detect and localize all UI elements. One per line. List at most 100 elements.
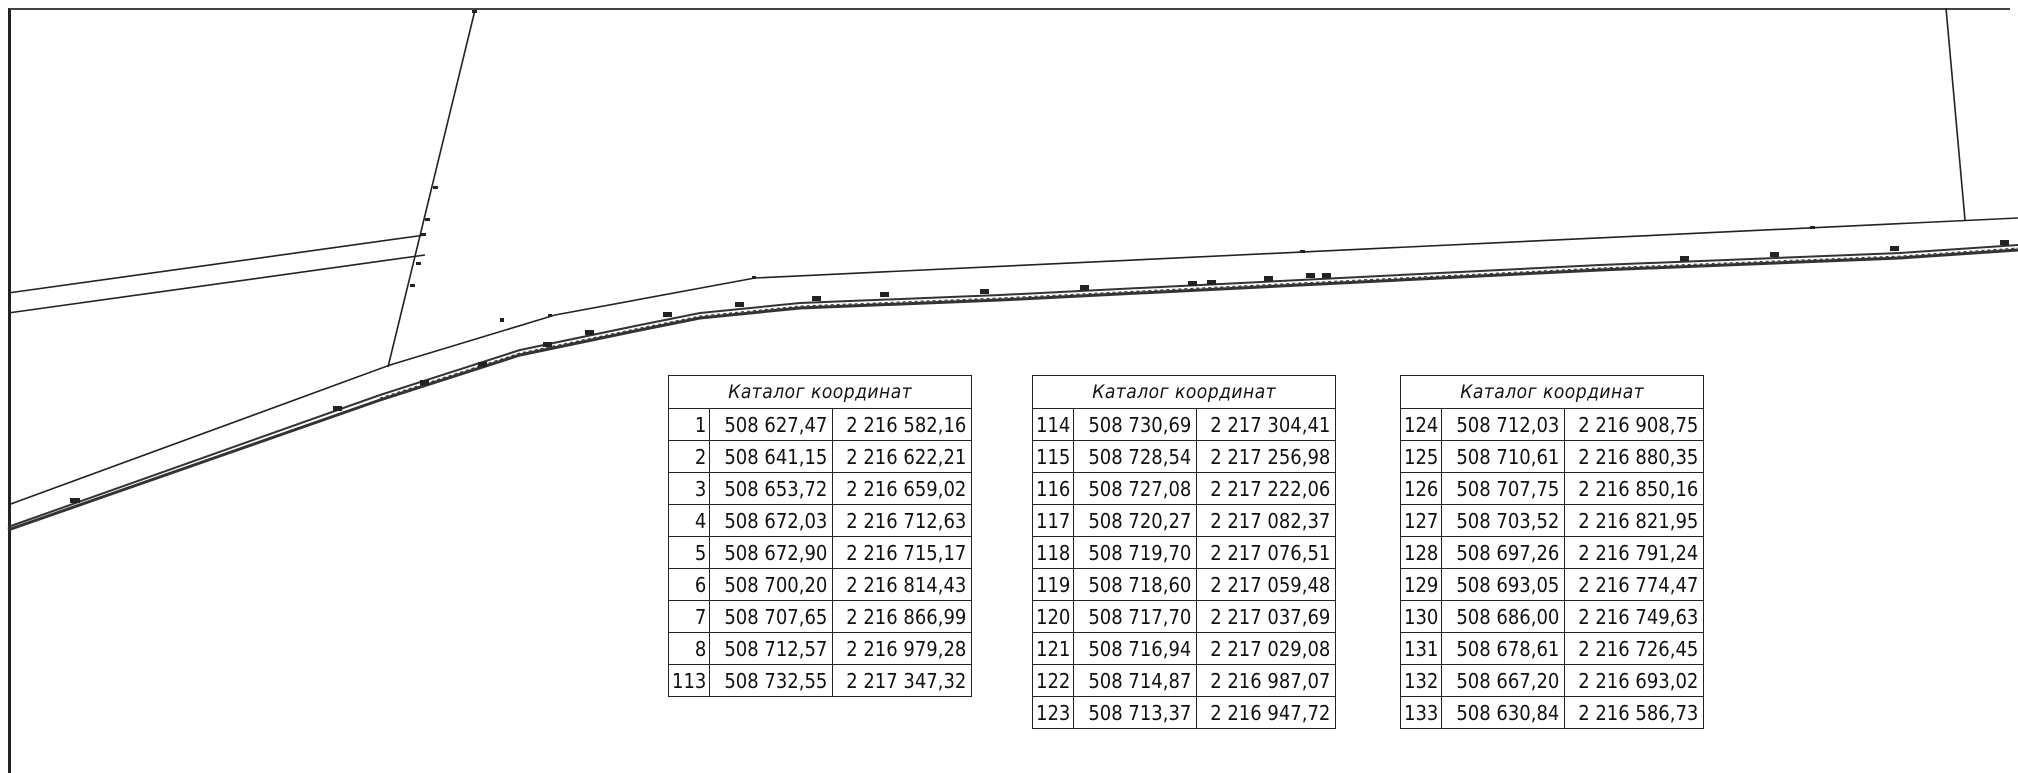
point-label [333,406,342,411]
y-coordinate: 2 216 715,17 [833,537,972,569]
point-marker [410,284,415,287]
table-row: 123 508 713,37 2 216 947,72 [1033,697,1336,729]
table-row: 133 508 630,84 2 216 586,73 [1401,697,1704,729]
point-number: 130 [1401,601,1442,633]
point-label [585,330,594,335]
table-row: 114 508 730,69 2 217 304,41 [1033,409,1336,441]
point-label [663,312,672,317]
x-coordinate: 508 703,52 [1442,505,1565,537]
x-coordinate: 508 727,08 [1074,473,1197,505]
x-coordinate: 508 730,69 [1074,409,1197,441]
point-marker [416,262,421,265]
y-coordinate: 2 216 821,95 [1565,505,1704,537]
point-label [1306,273,1315,278]
point-number: 120 [1033,601,1074,633]
y-coordinate: 2 217 222,06 [1197,473,1336,505]
point-number: 129 [1401,569,1442,601]
x-coordinate: 508 717,70 [1074,601,1197,633]
point-marker [421,233,426,236]
x-coordinate: 508 728,54 [1074,441,1197,473]
table-row: 120 508 717,70 2 217 037,69 [1033,601,1336,633]
x-coordinate: 508 667,20 [1442,665,1565,697]
point-label [543,342,552,347]
point-marker [1810,226,1815,229]
point-marker [500,318,504,322]
catalog-title: Каталог координат [1401,376,1704,409]
point-marker [425,218,430,221]
catalog-title: Каталог координат [669,376,972,409]
point-number: 127 [1401,505,1442,537]
x-coordinate: 508 713,37 [1074,697,1197,729]
point-number: 126 [1401,473,1442,505]
table-row: 121 508 716,94 2 217 029,08 [1033,633,1336,665]
point-label [1770,252,1779,257]
x-coordinate: 508 653,72 [710,473,833,505]
y-coordinate: 2 217 304,41 [1197,409,1336,441]
table-row: 118 508 719,70 2 217 076,51 [1033,537,1336,569]
y-coordinate: 2 216 979,28 [833,633,972,665]
point-number: 4 [669,505,710,537]
table-row: 131 508 678,61 2 216 726,45 [1401,633,1704,665]
point-label [478,362,487,367]
y-coordinate: 2 216 850,16 [1565,473,1704,505]
x-coordinate: 508 693,05 [1442,569,1565,601]
table-row: 3 508 653,72 2 216 659,02 [669,473,972,505]
point-number: 121 [1033,633,1074,665]
coordinate-catalog-1: Каталог координат 1 508 627,47 2 216 582,1… [668,375,972,697]
point-marker [1300,250,1305,253]
table-row: 124 508 712,03 2 216 908,75 [1401,409,1704,441]
point-number: 1 [669,409,710,441]
point-marker [548,314,552,317]
catalog-title: Каталог координат [1033,376,1336,409]
x-coordinate: 508 641,15 [710,441,833,473]
y-coordinate: 2 216 622,21 [833,441,972,473]
table-row: 1 508 627,47 2 216 582,16 [669,409,972,441]
table-row: 122 508 714,87 2 216 987,07 [1033,665,1336,697]
y-coordinate: 2 216 726,45 [1565,633,1704,665]
x-coordinate: 508 712,03 [1442,409,1565,441]
point-number: 131 [1401,633,1442,665]
x-coordinate: 508 732,55 [710,665,833,697]
table-row: 130 508 686,00 2 216 749,63 [1401,601,1704,633]
point-label [1890,246,1899,251]
table-row: 116 508 727,08 2 217 222,06 [1033,473,1336,505]
x-coordinate: 508 712,57 [710,633,833,665]
point-marker [433,186,438,189]
x-coordinate: 508 700,20 [710,569,833,601]
x-coordinate: 508 678,61 [1442,633,1565,665]
point-number: 8 [669,633,710,665]
x-coordinate: 508 630,84 [1442,697,1565,729]
y-coordinate: 2 216 586,73 [1565,697,1704,729]
point-number: 118 [1033,537,1074,569]
coordinate-catalog-2: Каталог координат 114 508 730,69 2 217 304… [1032,375,1336,729]
x-coordinate: 508 720,27 [1074,505,1197,537]
point-number: 115 [1033,441,1074,473]
table-row: 7 508 707,65 2 216 866,99 [669,601,972,633]
point-label [70,498,80,503]
table-row: 8 508 712,57 2 216 979,28 [669,633,972,665]
point-label [1264,276,1273,281]
point-number: 114 [1033,409,1074,441]
x-coordinate: 508 707,65 [710,601,833,633]
x-coordinate: 508 697,26 [1442,537,1565,569]
y-coordinate: 2 216 582,16 [833,409,972,441]
table-row: 119 508 718,60 2 217 059,48 [1033,569,1336,601]
point-number: 123 [1033,697,1074,729]
point-label [420,380,429,385]
y-coordinate: 2 217 037,69 [1197,601,1336,633]
point-label [880,292,889,297]
y-coordinate: 2 216 659,02 [833,473,972,505]
table-row: 132 508 667,20 2 216 693,02 [1401,665,1704,697]
point-number: 5 [669,537,710,569]
y-coordinate: 2 216 947,72 [1197,697,1336,729]
y-coordinate: 2 216 791,24 [1565,537,1704,569]
point-number: 133 [1401,697,1442,729]
point-label [812,296,821,301]
table-row: 2 508 641,15 2 216 622,21 [669,441,972,473]
point-label [980,289,989,294]
point-label [1207,280,1216,285]
table-row: 127 508 703,52 2 216 821,95 [1401,505,1704,537]
table-row: 113 508 732,55 2 217 347,32 [669,665,972,697]
point-number: 117 [1033,505,1074,537]
